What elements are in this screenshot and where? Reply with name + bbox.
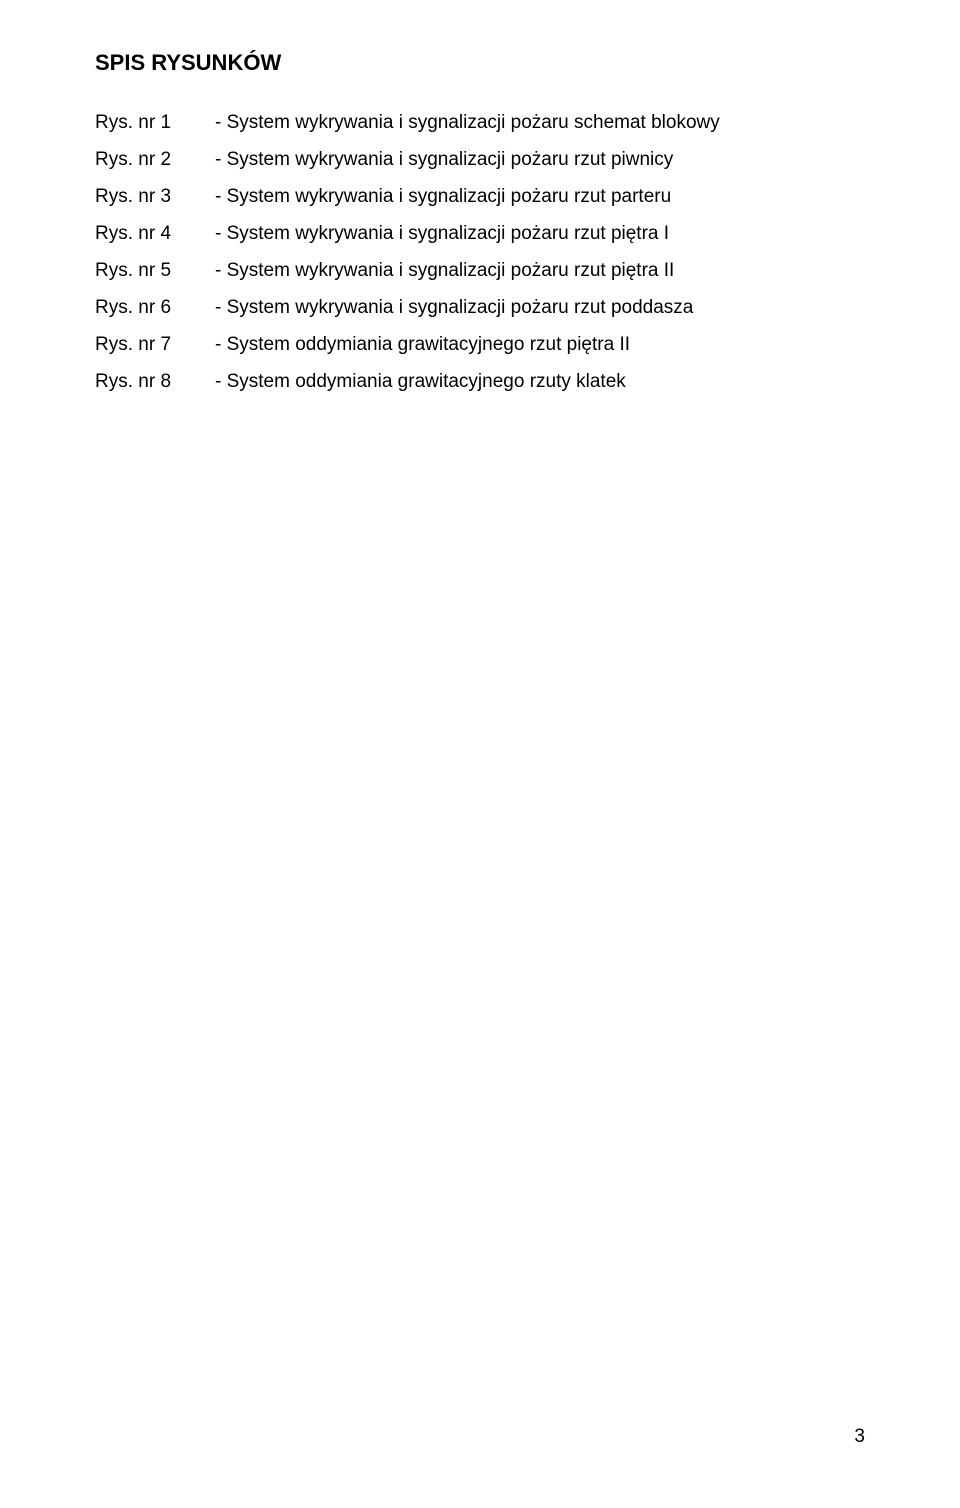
list-item: Rys. nr 8 - System oddymiania grawitacyj… bbox=[95, 371, 875, 393]
drawings-list: Rys. nr 1 - System wykrywania i sygnaliz… bbox=[95, 112, 875, 393]
page-number: 3 bbox=[854, 1426, 865, 1448]
item-label: Rys. nr 5 bbox=[95, 260, 215, 282]
item-label: Rys. nr 8 bbox=[95, 371, 215, 393]
list-item: Rys. nr 3 - System wykrywania i sygnaliz… bbox=[95, 186, 875, 208]
item-label: Rys. nr 6 bbox=[95, 297, 215, 319]
item-label: Rys. nr 4 bbox=[95, 223, 215, 245]
item-label: Rys. nr 3 bbox=[95, 186, 215, 208]
list-item: Rys. nr 7 - System oddymiania grawitacyj… bbox=[95, 334, 875, 356]
item-description: - System wykrywania i sygnalizacji pożar… bbox=[215, 149, 673, 171]
item-description: - System wykrywania i sygnalizacji pożar… bbox=[215, 223, 669, 245]
item-description: - System wykrywania i sygnalizacji pożar… bbox=[215, 112, 720, 134]
item-description: - System wykrywania i sygnalizacji pożar… bbox=[215, 260, 674, 282]
item-description: - System oddymiania grawitacyjnego rzuty… bbox=[215, 371, 626, 393]
list-item: Rys. nr 5 - System wykrywania i sygnaliz… bbox=[95, 260, 875, 282]
item-label: Rys. nr 7 bbox=[95, 334, 215, 356]
item-label: Rys. nr 1 bbox=[95, 112, 215, 134]
list-item: Rys. nr 1 - System wykrywania i sygnaliz… bbox=[95, 112, 875, 134]
item-description: - System wykrywania i sygnalizacji pożar… bbox=[215, 186, 671, 208]
list-item: Rys. nr 4 - System wykrywania i sygnaliz… bbox=[95, 223, 875, 245]
item-description: - System wykrywania i sygnalizacji pożar… bbox=[215, 297, 693, 319]
list-item: Rys. nr 6 - System wykrywania i sygnaliz… bbox=[95, 297, 875, 319]
item-label: Rys. nr 2 bbox=[95, 149, 215, 171]
list-item: Rys. nr 2 - System wykrywania i sygnaliz… bbox=[95, 149, 875, 171]
item-description: - System oddymiania grawitacyjnego rzut … bbox=[215, 334, 630, 356]
page-heading: SPIS RYSUNKÓW bbox=[95, 50, 875, 76]
